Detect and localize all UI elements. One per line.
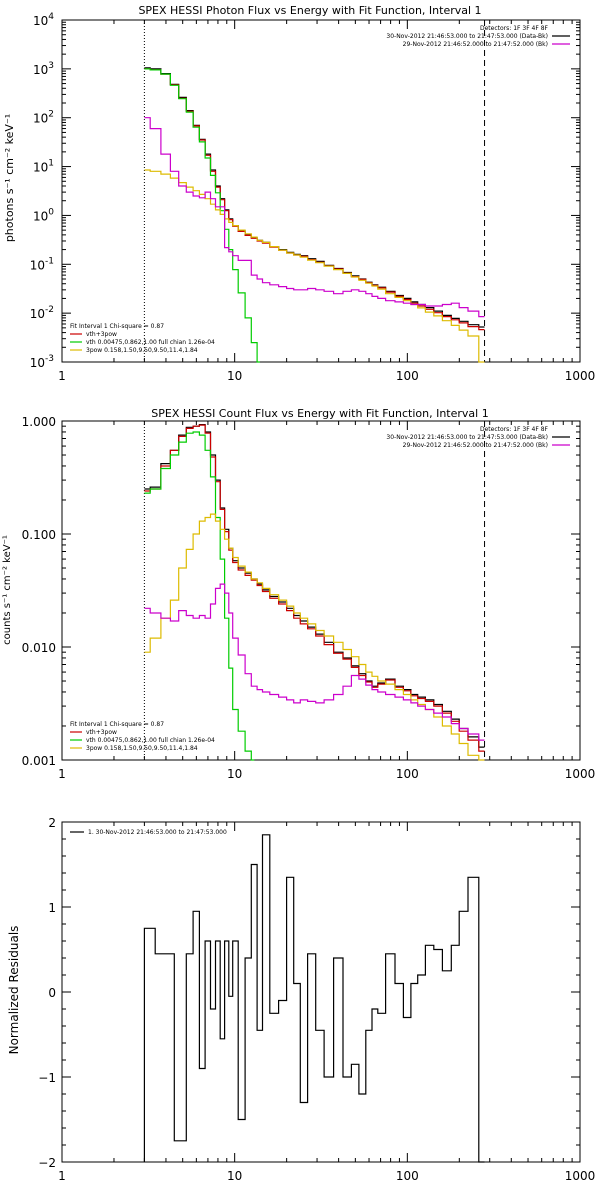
resid-y-tick-label: 0 bbox=[48, 986, 56, 1000]
photon-flux-ylabel: photons s⁻¹ cm⁻² keV⁻¹ bbox=[3, 114, 16, 242]
resid-y-tick-label: −2 bbox=[38, 1156, 56, 1170]
resid-y-tick-label: 2 bbox=[48, 816, 56, 830]
resid-y-tick-label: 1 bbox=[48, 901, 56, 915]
resid-plot-frame bbox=[61, 821, 581, 1163]
photon-x-tick-label: 1000 bbox=[565, 369, 596, 383]
photon-legend-bottom-text: vth+3pow bbox=[86, 331, 117, 338]
resid-x-tick-label: 1 bbox=[58, 1169, 66, 1183]
photon-flux-panel: SPEX HESSI Photon Flux vs Energy with Fi… bbox=[3, 4, 595, 383]
count-x-tick-label: 100 bbox=[396, 767, 419, 781]
count-series-3pow bbox=[144, 513, 485, 761]
photon-legend-top-text: 30-Nov-2012 21:46:53.000 to 21:47:53.000… bbox=[386, 33, 548, 40]
count-y-tick-label: 1.000 bbox=[22, 415, 56, 429]
count-series-group bbox=[144, 424, 485, 761]
count-series-vth-3pow bbox=[144, 424, 485, 752]
photon-flux-title: SPEX HESSI Photon Flux vs Energy with Fi… bbox=[138, 4, 481, 17]
count-legend-top-text: Detectors: 1F 3F 4F 8F bbox=[480, 426, 549, 433]
count-flux-panel: SPEX HESSI Count Flux vs Energy with Fit… bbox=[2, 407, 595, 781]
photon-y-tick-label: 101 bbox=[33, 159, 54, 175]
residuals-panel: Normalized Residuals 1 10 100 1000 −2 −1 0 1 2 1.… bbox=[7, 816, 595, 1183]
photon-y-tick-label: 103 bbox=[33, 61, 54, 77]
count-series-data-bk bbox=[144, 424, 485, 748]
photon-legend-bottom-text: vth 0.00475,0.862,1.00 full chian 1.26e-… bbox=[86, 339, 215, 346]
photon-x-tick-label: 1 bbox=[58, 369, 66, 383]
photon-series-3pow bbox=[144, 169, 485, 363]
photon-series-group bbox=[144, 67, 485, 363]
photon-y-tick-label: 10-3 bbox=[30, 354, 54, 370]
count-y-tick-label: 0.010 bbox=[22, 641, 56, 655]
photon-series-bk bbox=[144, 117, 485, 318]
photon-series-vth bbox=[144, 68, 260, 363]
count-legend-top-text: 30-Nov-2012 21:46:53.000 to 21:47:53.000… bbox=[386, 434, 548, 441]
resid-series-group bbox=[143, 834, 485, 1163]
resid-x-tick-label: 100 bbox=[396, 1169, 419, 1183]
photon-y-tick-label: 100 bbox=[33, 207, 54, 223]
count-legend-bottom-text: vth+3pow bbox=[86, 729, 117, 736]
resid-series-1-30-nov-2012-21-46-53-000-to-21-47-53-000 bbox=[143, 834, 485, 1163]
photon-plot-frame bbox=[61, 19, 581, 363]
count-legend-top-text: 29-Nov-2012 21:46:52.000 to 21:47:52.000… bbox=[403, 442, 548, 449]
photon-x-tick-label: 100 bbox=[396, 369, 419, 383]
resid-x-tick-label: 1000 bbox=[565, 1169, 596, 1183]
photon-legend-bottom-text: 3pow 0.158,1.50,9.50,9.50,11.4,1.84 bbox=[86, 347, 198, 354]
count-x-tick-label: 1 bbox=[58, 767, 66, 781]
photon-legend-top-text: Detectors: 1F 3F 4F 8F bbox=[480, 25, 549, 32]
photon-x-tick-label: 10 bbox=[227, 369, 242, 383]
count-legend-bottom-text: Fit Interval 1 Chi-square = 0.87 bbox=[70, 721, 164, 728]
photon-series-vth-3pow bbox=[144, 68, 485, 331]
photon-legend-top-text: 29-Nov-2012 21:46:52.000 to 21:47:52.000… bbox=[403, 41, 548, 48]
photon-legend-bottom-text: Fit Interval 1 Chi-square = 0.87 bbox=[70, 323, 164, 330]
count-y-tick-label: 0.001 bbox=[22, 754, 56, 768]
count-flux-ylabel: counts s⁻¹ cm⁻² keV⁻¹ bbox=[2, 535, 13, 645]
photon-y-tick-label: 104 bbox=[33, 12, 54, 28]
count-flux-title: SPEX HESSI Count Flux vs Energy with Fit… bbox=[151, 407, 488, 420]
count-series-bk bbox=[144, 583, 485, 741]
photon-y-tick-label: 10-1 bbox=[30, 256, 54, 272]
count-legend-bottom-text: vth 0.00475,0.862,1.00 full chian 1.26e-… bbox=[86, 737, 215, 744]
count-plot-frame bbox=[61, 420, 581, 761]
count-x-tick-label: 1000 bbox=[565, 767, 596, 781]
photon-y-tick-label: 102 bbox=[33, 110, 54, 126]
resid-y-tick-label: −1 bbox=[38, 1071, 56, 1085]
photon-y-tick-label: 10-2 bbox=[30, 305, 54, 321]
count-x-tick-label: 10 bbox=[227, 767, 242, 781]
resid-legend-text: 1. 30-Nov-2012 21:46:53.000 to 21:47:53.… bbox=[88, 829, 227, 836]
count-series-vth bbox=[144, 431, 255, 761]
residuals-ylabel: Normalized Residuals bbox=[7, 926, 21, 1055]
count-legend-bottom-text: 3pow 0.158,1.50,9.50,9.50,11.4,1.84 bbox=[86, 745, 198, 752]
resid-x-tick-label: 10 bbox=[227, 1169, 242, 1183]
count-y-tick-label: 0.100 bbox=[22, 528, 56, 542]
